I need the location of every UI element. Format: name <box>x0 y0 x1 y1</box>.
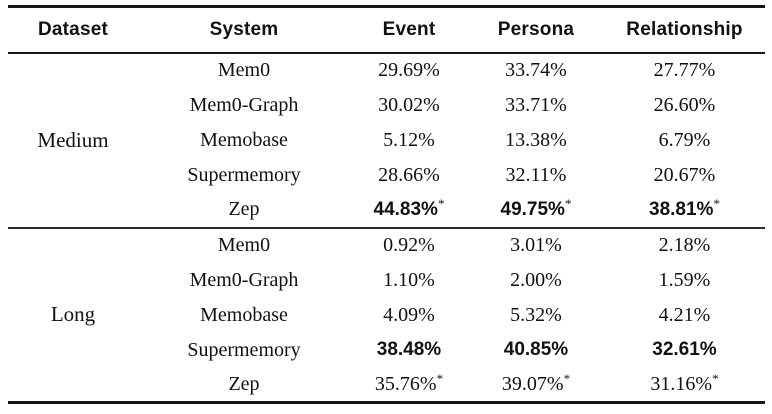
system-cell: Mem0-Graph <box>189 93 299 116</box>
table-row: Zep 44.83%* 49.75%* 38.81%* <box>8 193 765 228</box>
header-row: Dataset System Event Persona Relationshi… <box>8 7 765 53</box>
event-cell: 38.48% <box>376 339 442 360</box>
col-header-persona: Persona <box>497 18 575 40</box>
group-long: Long Mem0 0.92% 3.01% 2.18% Mem0-Graph 1… <box>8 228 765 403</box>
relationship-cell: 2.18% <box>658 234 711 256</box>
relationship-cell: 26.60% <box>653 93 716 116</box>
page: Dataset System Event Persona Relationshi… <box>0 5 772 414</box>
system-cell: Supermemory <box>187 338 301 361</box>
relationship-cell: 20.67% <box>653 163 716 186</box>
value: 31.16% <box>650 372 713 395</box>
system-cell: Zep <box>228 372 260 395</box>
event-cell: 0.92% <box>383 234 435 256</box>
significance-star: * <box>563 370 571 386</box>
value: 49.75% <box>500 198 565 220</box>
persona-cell: 3.01% <box>510 234 562 256</box>
system-cell: Memobase <box>200 303 288 326</box>
value: 44.83% <box>373 198 438 220</box>
significance-star: * <box>712 370 719 386</box>
event-cell: 35.76%* <box>350 368 468 403</box>
system-cell: Supermemory <box>187 163 301 186</box>
persona-cell: 33.74% <box>505 59 567 81</box>
persona-cell: 40.85% <box>503 339 569 360</box>
persona-cell: 49.75%* <box>468 193 604 228</box>
significance-star: * <box>564 195 572 211</box>
col-header-dataset: Dataset <box>37 18 109 40</box>
system-cell: Mem0 <box>217 59 271 81</box>
event-cell: 30.02% <box>378 93 440 116</box>
table-row: Long Mem0 0.92% 3.01% 2.18% <box>8 228 765 326</box>
system-cell: Mem0 <box>217 234 271 256</box>
event-cell: 5.12% <box>383 128 435 151</box>
value: 35.76% <box>374 372 437 395</box>
table-row: Mem0-Graph 30.02% 33.71% 26.60% <box>8 88 765 123</box>
table-row: Medium Mem0 29.69% 33.74% 27.77% <box>8 53 765 152</box>
table-row: Mem0-Graph 1.10% 2.00% 1.59% <box>8 263 765 298</box>
col-header-relationship: Relationship <box>626 18 743 40</box>
table-row: Supermemory 28.66% 32.11% 20.67% <box>8 158 765 193</box>
significance-star: * <box>713 195 720 211</box>
persona-cell: 13.38% <box>505 128 567 151</box>
event-cell: 4.09% <box>383 303 435 326</box>
table-row: Memobase 5.12% 13.38% 6.79% <box>8 123 765 158</box>
event-cell: 29.69% <box>378 59 440 81</box>
relationship-cell: 31.16%* <box>604 368 765 403</box>
value: 38.81% <box>649 198 714 220</box>
col-header-event: Event <box>382 18 436 40</box>
significance-star: * <box>436 370 444 386</box>
persona-cell: 2.00% <box>510 268 562 291</box>
significance-star: * <box>437 195 445 211</box>
dataset-label-long: Long <box>50 302 96 327</box>
system-cell: Mem0-Graph <box>189 268 299 291</box>
relationship-cell: 4.21% <box>658 303 711 326</box>
event-cell: 44.83%* <box>350 193 468 228</box>
relationship-cell: 38.81%* <box>604 193 765 228</box>
value: 39.07% <box>501 372 564 395</box>
persona-cell: 33.71% <box>505 93 567 116</box>
event-cell: 28.66% <box>378 163 440 186</box>
dataset-label-medium: Medium <box>37 127 109 152</box>
system-cell: Memobase <box>200 128 288 151</box>
relationship-cell: 1.59% <box>658 268 711 291</box>
table-row: Supermemory 38.48% 40.85% 32.61% <box>8 333 765 368</box>
col-header-system: System <box>209 18 279 40</box>
relationship-cell: 27.77% <box>653 59 716 81</box>
table-row: Zep 35.76%* 39.07%* 31.16%* <box>8 368 765 403</box>
group-medium: Medium Mem0 29.69% 33.74% 27.77% Mem0-Gr… <box>8 53 765 228</box>
results-table: Dataset System Event Persona Relationshi… <box>8 5 765 404</box>
table-row: Memobase 4.09% 5.32% 4.21% <box>8 298 765 333</box>
relationship-cell: 32.61% <box>652 339 717 360</box>
persona-cell: 5.32% <box>510 303 562 326</box>
persona-cell: 32.11% <box>505 163 567 186</box>
event-cell: 1.10% <box>383 268 435 291</box>
system-cell: Zep <box>228 198 260 220</box>
persona-cell: 39.07%* <box>468 368 604 403</box>
relationship-cell: 6.79% <box>658 128 711 151</box>
